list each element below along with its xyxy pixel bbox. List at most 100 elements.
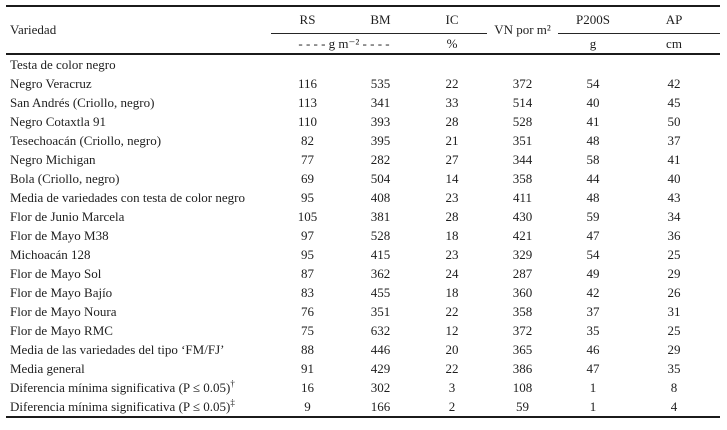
variety-cell: Diferencia mínima significativa (P ≤ 0.0… [6,378,271,397]
value-cell: 47 [586,228,600,243]
value-cell: 24 [445,266,459,281]
variety-label: Media de las variedades del tipo ‘FM/FJ’ [10,342,225,357]
value-cell: 77 [301,152,314,167]
value-cell: 54 [586,247,600,262]
variety-label: Testa de color negro [10,57,116,72]
value-cell: 22 [445,304,459,319]
value-cell: 28 [445,114,459,129]
variety-cell: Tesechoacán (Criollo, negro) [6,131,271,150]
variety-label: Michoacán 128 [10,247,91,262]
value-cell: 1 [589,399,597,414]
value-cell: 362 [370,266,391,281]
value-cell: 42 [667,76,681,91]
value-cell: 88 [301,342,314,357]
variety-label: Flor de Mayo Noura [10,304,117,319]
variety-cell: Negro Michigan [6,150,271,169]
table-row: Media de las variedades del tipo ‘FM/FJ’… [6,340,720,359]
table-row: Flor de Mayo Noura 76 351 22 358 37 31 [6,302,720,321]
value-cell: 28 [445,209,459,224]
col-header-variety: Variedad [10,22,57,37]
value-cell: 1 [589,380,597,395]
value-cell: 44 [586,171,600,186]
value-cell: 535 [370,76,391,91]
unit-label-percent: % [446,35,458,51]
value-cell: 22 [445,361,459,376]
value-cell: 372 [512,323,533,338]
variety-cell: Negro Cotaxtla 91 [6,112,271,131]
variety-label: Negro Michigan [10,152,96,167]
value-cell: 29 [667,342,681,357]
value-cell: 26 [667,285,681,300]
value-cell: 108 [512,380,533,395]
value-cell: 34 [667,209,681,224]
table-header: Variedad RS BM IC VN por m² P200S AP - -… [6,6,720,54]
value-cell: 4 [670,399,678,414]
value-cell: 59 [586,209,600,224]
variety-label: Diferencia mínima significativa (P ≤ 0.0… [10,380,231,395]
table-row: Media general 91 429 22 386 47 35 [6,359,720,378]
variety-cell: Media de variedades con testa de color n… [6,188,271,207]
value-cell: 45 [667,95,681,110]
value-cell: 408 [370,190,391,205]
value-cell [487,54,558,74]
value-cell: 95 [301,247,314,262]
variety-cell: Diferencia mínima significativa (P ≤ 0.0… [6,397,271,417]
table-row: Negro Veracruz 116 535 22 372 54 42 [6,74,720,93]
variety-label: Negro Veracruz [10,76,92,91]
value-cell: 20 [445,342,459,357]
value-cell: 76 [301,304,314,319]
value-cell: 287 [512,266,533,281]
variety-label: Media de variedades con testa de color n… [10,190,245,205]
value-cell: 14 [445,171,459,186]
value-cell [417,54,487,74]
value-cell: 358 [512,304,533,319]
value-cell: 58 [586,152,600,167]
value-cell: 18 [445,228,459,243]
value-cell: 528 [370,228,391,243]
value-cell: 632 [370,323,391,338]
value-cell: 113 [297,95,318,110]
value-cell: 82 [301,133,314,148]
value-cell: 110 [297,114,318,129]
table-row: Flor de Mayo M38 97 528 18 421 47 36 [6,226,720,245]
table-row: Media de variedades con testa de color n… [6,188,720,207]
value-cell: 9 [304,399,311,414]
variety-cell: Flor de Mayo M38 [6,226,271,245]
value-cell: 87 [301,266,314,281]
value-cell: 37 [667,133,681,148]
value-cell: 351 [370,304,391,319]
header-row-units: - - - - g m⁻² - - - - % g cm [6,34,720,55]
unit-label-gm2: - - - - g m⁻² - - - - [298,35,390,51]
unit-label-cm: cm [666,35,682,51]
value-cell: 12 [445,323,459,338]
value-cell: 69 [301,171,314,186]
value-cell: 83 [301,285,314,300]
value-cell: 21 [445,133,459,148]
value-cell: 37 [586,304,600,319]
value-cell: 40 [667,171,681,186]
table-row: Negro Cotaxtla 91 110 393 28 528 41 50 [6,112,720,131]
table-row: Negro Michigan 77 282 27 344 58 41 [6,150,720,169]
value-cell: 166 [370,399,391,414]
value-cell: 282 [370,152,391,167]
value-cell: 2 [448,399,456,414]
col-header-p200s: P200S [558,6,628,34]
col-header-ic: IC [417,6,487,34]
table-row: Diferencia mínima significativa (P ≤ 0.0… [6,397,720,417]
value-cell: 25 [667,323,681,338]
value-cell: 54 [586,76,600,91]
footnote-marker: † [230,378,235,389]
variety-label: Media general [10,361,85,376]
value-cell: 365 [512,342,533,357]
value-cell: 35 [586,323,600,338]
variety-label: Negro Cotaxtla 91 [10,114,107,129]
value-cell: 105 [297,209,318,224]
value-cell: 455 [370,285,391,300]
value-cell: 116 [297,76,318,91]
variety-label: Flor de Mayo RMC [10,323,113,338]
value-cell [628,54,720,74]
variety-cell: Flor de Mayo Noura [6,302,271,321]
variety-cell: Flor de Mayo RMC [6,321,271,340]
variety-label: Flor de Mayo Sol [10,266,102,281]
value-cell: 358 [512,171,533,186]
